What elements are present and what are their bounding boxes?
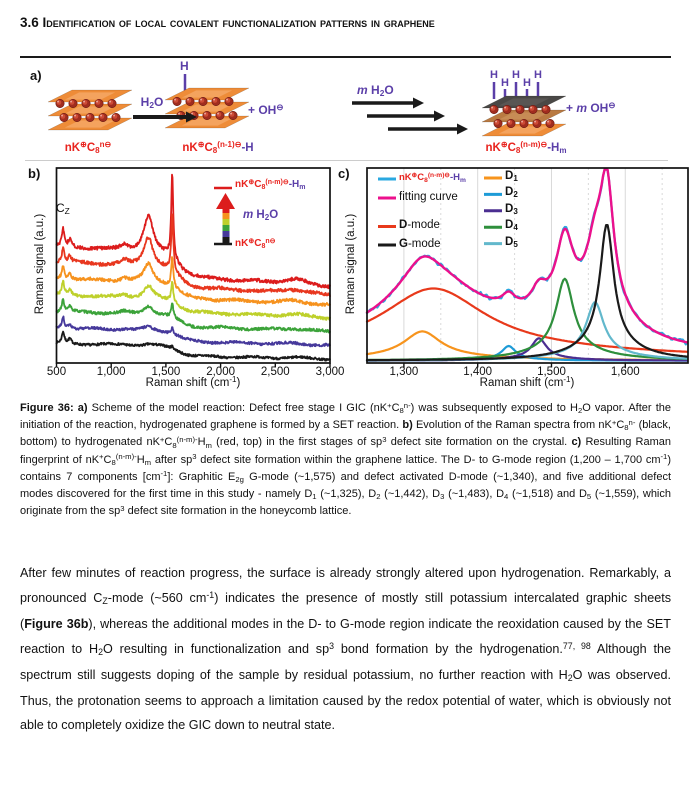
- section-title: Identification of local covalent functio…: [42, 15, 435, 30]
- panel-c-x-tick-label: 1,300: [389, 366, 419, 378]
- panel-c-legend-d4: D4: [505, 219, 518, 233]
- plus-m-oh-label: + m OH⊖: [566, 100, 616, 115]
- panel-b-label: b): [28, 166, 41, 181]
- panel-c-legend-d2: D2: [505, 186, 518, 200]
- panel-b-x-axis-label: Raman shift (cm-1): [145, 375, 241, 389]
- panel-b-legend-pristine: nK⊕C8n⊖: [235, 237, 276, 250]
- h-atom-label: H: [523, 77, 531, 89]
- heading-rule: [20, 56, 671, 58]
- section-heading: 3.6 Identification of local covalent fun…: [20, 15, 435, 30]
- h-atom-label: H: [534, 69, 542, 81]
- panel-c-legend-d3: D3: [505, 203, 518, 217]
- figure-caption: Figure 36: a) Scheme of the model reacti…: [20, 400, 672, 518]
- reactant-formula: nK⊕C8n⊖: [64, 140, 112, 156]
- panel-c-legend-d5: D5: [505, 236, 518, 250]
- panel-c-x-tick-label: 1,500: [537, 366, 566, 378]
- panel-b-legend-hydrogenated: nK⊕C8(n-m)⊖-Hm: [235, 178, 306, 191]
- panel-b-x-tick-label: 1,000: [96, 366, 126, 378]
- panel-c-x-tick-label: 1,600: [610, 366, 640, 378]
- panel-c-legend-fit: fitting curve: [399, 191, 458, 203]
- panel-b-legend-mh2o: m H2O: [243, 209, 279, 223]
- cz-annotation: CZ: [56, 201, 70, 217]
- panel-c-legend-d1: D1: [505, 170, 518, 184]
- panel-b-x-tick-label: 500: [46, 366, 67, 378]
- h2o-arrow-label: H2O: [140, 95, 164, 111]
- intermediate-formula: nK⊕C8(n-1)⊖-H: [182, 140, 254, 156]
- h-atom-label: H: [490, 69, 498, 81]
- panel-b-x-tick-label: 3,000: [315, 366, 345, 378]
- panel-c-legend-dmode: D-mode: [399, 219, 440, 231]
- h-atom-label: H: [180, 59, 189, 73]
- panel-b-x-tick-label: 1,500: [151, 366, 181, 378]
- m-h2o-arrow-label: m H2O: [357, 83, 394, 99]
- panel-b-x-tick-label: 2,500: [260, 366, 290, 378]
- panel-a-label: a): [30, 68, 42, 83]
- panel-c-x-axis-label: Raman shift (cm-1): [479, 375, 575, 389]
- plus-oh-label: + OH⊖: [248, 102, 284, 117]
- panel-c-label: c): [338, 166, 350, 181]
- panel-c-x-tick-label: 1,400: [463, 366, 493, 378]
- panel-c-y-axis-label: Raman signal (a.u.): [345, 213, 357, 315]
- body-paragraph: After few minutes of reaction progress, …: [20, 566, 672, 733]
- panel-c-legend-gmode: G-mode: [399, 238, 441, 250]
- h-atom-label: H: [512, 69, 520, 81]
- h-atom-label: H: [501, 77, 509, 89]
- panel-b-x-tick-label: 2,000: [206, 366, 235, 378]
- section-number: 3.6: [20, 15, 39, 30]
- product-formula: nK⊕C8(n-m)⊖-Hm: [485, 140, 567, 156]
- panel-b-y-axis-label: Raman signal (a.u.): [34, 213, 46, 315]
- figure-divider-line: [25, 160, 668, 161]
- panel-c-legend-data: nK⊕C8(n-m)⊖-Hm: [399, 172, 466, 184]
